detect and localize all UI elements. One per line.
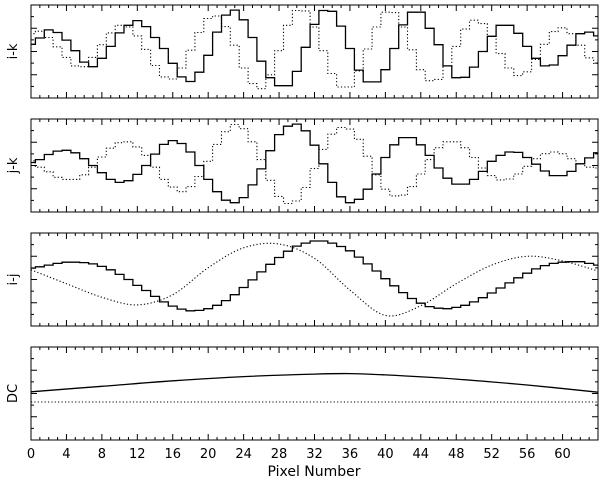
panel-frame [30,4,599,99]
x-tick-label: 24 [235,447,252,462]
x-tick-label: 8 [98,447,106,462]
x-tick-label: 60 [554,447,571,462]
series-j-k-solid [31,123,598,204]
x-tick-label: 32 [306,447,323,462]
x-ticks [30,233,599,326]
series-i-k-dotted [31,9,598,90]
x-tick-label: 40 [377,447,394,462]
x-tick-label: 16 [164,447,181,462]
x-tick-label: 44 [413,447,430,462]
y-axis-label-i-j: i-j [6,274,21,286]
x-tick-label: 52 [483,447,500,462]
x-ticks [30,119,599,212]
x-tick-label: 56 [519,447,536,462]
panel-i-k: i-k [6,4,599,99]
x-ticks [30,347,599,440]
panel-DC: DC [6,346,599,441]
x-tick-label: 4 [62,447,70,462]
series-DC-solid [31,372,598,393]
series-i-k-solid [31,9,598,87]
x-tick-label: 20 [200,447,217,462]
panel-frame [30,118,599,213]
panel-frame [30,346,599,441]
x-tick-label: 36 [342,447,359,462]
x-tick-label: 28 [271,447,288,462]
x-axis-label: Pixel Number [267,464,360,480]
panel-frame [30,232,599,327]
y-axis-label-j-k: j-k [6,157,21,174]
series-j-k-dotted [31,123,598,205]
x-tick-label: 12 [129,447,146,462]
panel-j-k: j-k [6,118,599,213]
x-tick-labels: 0 4 8 12 16 20 24 28 32 36 40 44 48 52 56 60 [27,447,571,462]
x-tick-label: 48 [448,447,465,462]
y-axis-label-i-k: i-k [6,43,21,59]
panel-i-j: i-j [6,232,599,327]
series-i-j-dotted [31,242,598,317]
series-i-j-solid [31,240,598,312]
x-ticks [30,5,599,98]
chart-panels: i-k j-k i-j DC [6,4,599,441]
x-tick-label: 0 [27,447,35,462]
y-axis-label-DC: DC [6,384,21,403]
